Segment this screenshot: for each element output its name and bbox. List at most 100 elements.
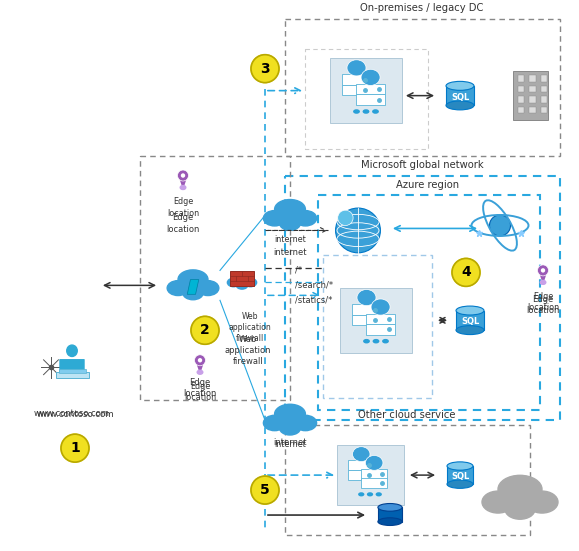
Bar (285, 19, 560, 155)
FancyBboxPatch shape (356, 94, 385, 105)
FancyBboxPatch shape (518, 75, 524, 82)
Text: Web
application
firewall: Web application firewall (225, 336, 271, 366)
Ellipse shape (274, 404, 305, 424)
FancyBboxPatch shape (541, 86, 547, 92)
FancyBboxPatch shape (541, 107, 547, 113)
Ellipse shape (362, 109, 369, 114)
FancyBboxPatch shape (529, 107, 536, 113)
FancyBboxPatch shape (378, 507, 402, 522)
Ellipse shape (195, 355, 206, 366)
Ellipse shape (236, 282, 248, 289)
FancyBboxPatch shape (512, 71, 548, 120)
Ellipse shape (447, 462, 473, 470)
Text: SQL: SQL (451, 472, 469, 481)
FancyBboxPatch shape (348, 460, 375, 470)
FancyBboxPatch shape (330, 58, 402, 123)
Ellipse shape (365, 456, 383, 471)
Ellipse shape (371, 299, 390, 315)
FancyBboxPatch shape (356, 84, 385, 94)
FancyBboxPatch shape (348, 470, 375, 479)
FancyBboxPatch shape (342, 74, 371, 85)
Ellipse shape (167, 280, 189, 295)
FancyBboxPatch shape (230, 271, 254, 287)
Ellipse shape (372, 339, 379, 343)
Ellipse shape (489, 215, 511, 236)
Ellipse shape (197, 370, 203, 374)
FancyBboxPatch shape (342, 85, 371, 95)
Text: 5: 5 (260, 483, 270, 497)
FancyBboxPatch shape (367, 324, 395, 334)
Ellipse shape (541, 268, 545, 273)
Circle shape (452, 258, 480, 287)
Ellipse shape (197, 280, 219, 295)
FancyBboxPatch shape (58, 369, 86, 373)
Text: Edge
location: Edge location (526, 295, 560, 316)
Text: Azure region: Azure region (397, 181, 460, 191)
Ellipse shape (336, 208, 380, 253)
Ellipse shape (244, 278, 256, 287)
Circle shape (251, 476, 279, 504)
Ellipse shape (363, 339, 370, 343)
FancyBboxPatch shape (56, 372, 89, 379)
Circle shape (61, 434, 89, 462)
Bar (140, 155, 290, 400)
Ellipse shape (280, 421, 301, 435)
Text: Edge
location: Edge location (166, 213, 200, 234)
Text: /statics/*: /statics/* (295, 295, 332, 304)
Text: /search/*: /search/* (295, 280, 333, 289)
Text: internet: internet (274, 440, 306, 449)
Text: Edge
location: Edge location (527, 293, 559, 312)
Ellipse shape (353, 109, 360, 114)
Ellipse shape (537, 265, 548, 276)
Ellipse shape (183, 286, 203, 300)
Text: On-premises / legacy DC: On-premises / legacy DC (360, 3, 483, 13)
FancyBboxPatch shape (529, 86, 536, 92)
Polygon shape (539, 272, 547, 284)
Ellipse shape (357, 289, 376, 306)
Polygon shape (196, 362, 204, 374)
Text: Other cloud service: Other cloud service (358, 410, 456, 420)
Text: www.contoso.com: www.contoso.com (36, 410, 114, 419)
Ellipse shape (274, 199, 305, 219)
Ellipse shape (178, 270, 208, 289)
Ellipse shape (263, 210, 286, 226)
FancyBboxPatch shape (518, 107, 524, 113)
Ellipse shape (505, 499, 535, 519)
Text: 2: 2 (200, 323, 210, 337)
Bar (305, 48, 428, 149)
Polygon shape (179, 177, 187, 190)
FancyBboxPatch shape (529, 75, 536, 82)
Text: Web
application
firewall: Web application firewall (229, 312, 272, 343)
Ellipse shape (338, 210, 353, 225)
FancyBboxPatch shape (352, 315, 381, 325)
Ellipse shape (280, 217, 301, 230)
Ellipse shape (353, 447, 370, 462)
Ellipse shape (294, 415, 317, 431)
Text: Edge
location: Edge location (184, 378, 217, 398)
Ellipse shape (378, 504, 402, 511)
Text: 1: 1 (70, 441, 80, 455)
Text: SQL: SQL (451, 93, 469, 101)
Ellipse shape (447, 480, 473, 488)
Ellipse shape (347, 60, 366, 76)
Ellipse shape (456, 306, 484, 315)
Ellipse shape (372, 109, 379, 114)
Bar (318, 196, 540, 410)
Text: internet: internet (273, 438, 307, 447)
FancyBboxPatch shape (518, 86, 524, 92)
Text: 3: 3 (260, 62, 270, 75)
FancyBboxPatch shape (447, 466, 473, 484)
Text: Microsoft global network: Microsoft global network (361, 160, 483, 170)
Ellipse shape (178, 170, 189, 181)
Ellipse shape (446, 82, 474, 90)
Ellipse shape (180, 186, 186, 190)
Text: SQL: SQL (461, 317, 479, 326)
Polygon shape (187, 279, 199, 294)
Ellipse shape (378, 518, 402, 526)
Text: /*: /* (295, 266, 302, 274)
Text: internet: internet (273, 249, 307, 257)
Ellipse shape (263, 415, 286, 431)
FancyBboxPatch shape (340, 288, 412, 353)
Text: Edge
location: Edge location (167, 197, 199, 218)
Ellipse shape (540, 280, 546, 284)
